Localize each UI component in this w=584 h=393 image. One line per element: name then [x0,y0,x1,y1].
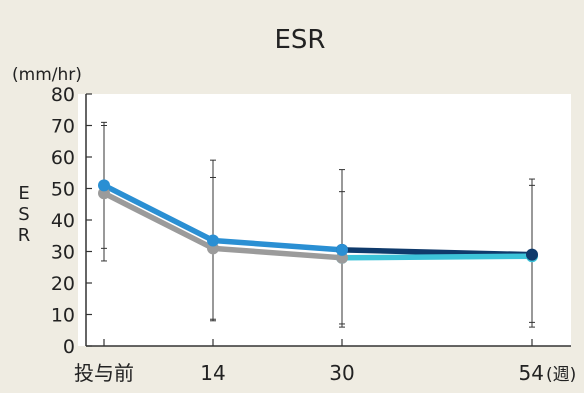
axes [85,93,571,347]
x-tick-label: 投与前 [74,361,134,385]
y-unit-label: (mm/hr) [12,65,82,85]
y-axis-label-char: S [18,204,29,225]
y-axis-label: ESR [18,183,31,246]
x-tick-label: 30 [329,361,354,385]
y-tick-labels: 0 10 20 30 40 50 60 70 80 [51,84,75,358]
x-tick-labels: 投与前 14 30 54 (週) [74,361,576,385]
y-tick-label: 70 [51,116,75,138]
y-tick-label: 20 [51,273,75,295]
y-tick-label: 30 [51,242,75,264]
y-axis-label-char: E [18,183,29,204]
series-line [339,253,535,261]
x-tick-label: 54 [519,361,544,385]
data-point [207,234,219,247]
y-axis-label-char: R [18,225,31,246]
chart-title: ESR [275,25,326,55]
data-points [98,179,538,264]
y-tick-label: 80 [51,84,75,106]
y-tick-label: 40 [51,210,75,232]
y-tick-label: 10 [51,305,75,327]
x-tick-label: 14 [200,361,225,385]
data-point [98,179,110,192]
y-tick-label: 50 [51,179,75,201]
y-tick-label: 60 [51,147,75,169]
data-point [336,243,348,256]
y-tick-label: 0 [63,336,75,358]
data-point [526,248,538,261]
x-unit-label: (週) [546,365,576,385]
